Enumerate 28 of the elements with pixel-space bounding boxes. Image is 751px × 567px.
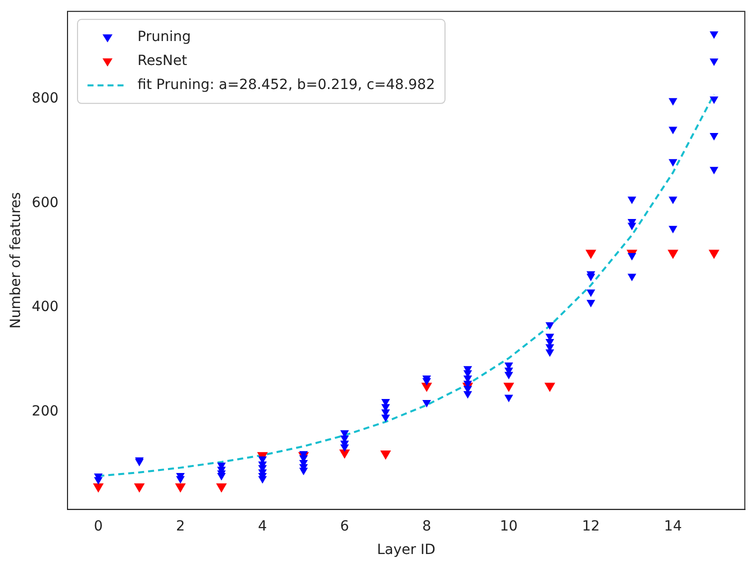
point [708, 250, 720, 260]
x-tick-label: 14 [664, 518, 682, 534]
point [134, 483, 145, 493]
x-tick-label: 8 [422, 518, 432, 534]
x-tick-label: 12 [582, 518, 600, 534]
legend-label: fit Pruning: a=28.452, b=0.219, c=48.982 [138, 77, 436, 94]
x-tick-label: 2 [176, 518, 185, 534]
point [503, 382, 514, 392]
legend-label: Pruning [138, 29, 191, 46]
y-tick-label: 600 [32, 194, 59, 211]
x-tick-label: 4 [258, 518, 268, 534]
point [92, 483, 104, 493]
point [668, 250, 678, 260]
point [175, 483, 186, 493]
y-tick-label: 800 [32, 90, 59, 107]
y-tick-label: 200 [32, 404, 59, 420]
x-tick-label: 10 [500, 518, 518, 534]
point [339, 449, 350, 459]
x-tick-label: 0 [94, 518, 103, 534]
point [380, 450, 392, 460]
x-axis-title: Layer ID [376, 542, 436, 558]
y-tick-label: 400 [32, 299, 59, 316]
point [216, 483, 227, 493]
legend-label: ResNet [138, 53, 188, 70]
y-axis-title: Number of features [8, 192, 24, 329]
x-tick-label: 6 [340, 518, 350, 534]
point [544, 382, 556, 392]
point [586, 250, 596, 260]
